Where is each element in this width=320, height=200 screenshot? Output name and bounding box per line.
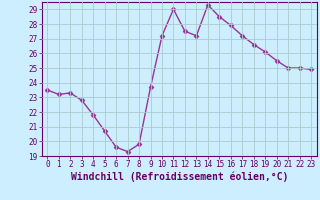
X-axis label: Windchill (Refroidissement éolien,°C): Windchill (Refroidissement éolien,°C) [70,172,288,182]
